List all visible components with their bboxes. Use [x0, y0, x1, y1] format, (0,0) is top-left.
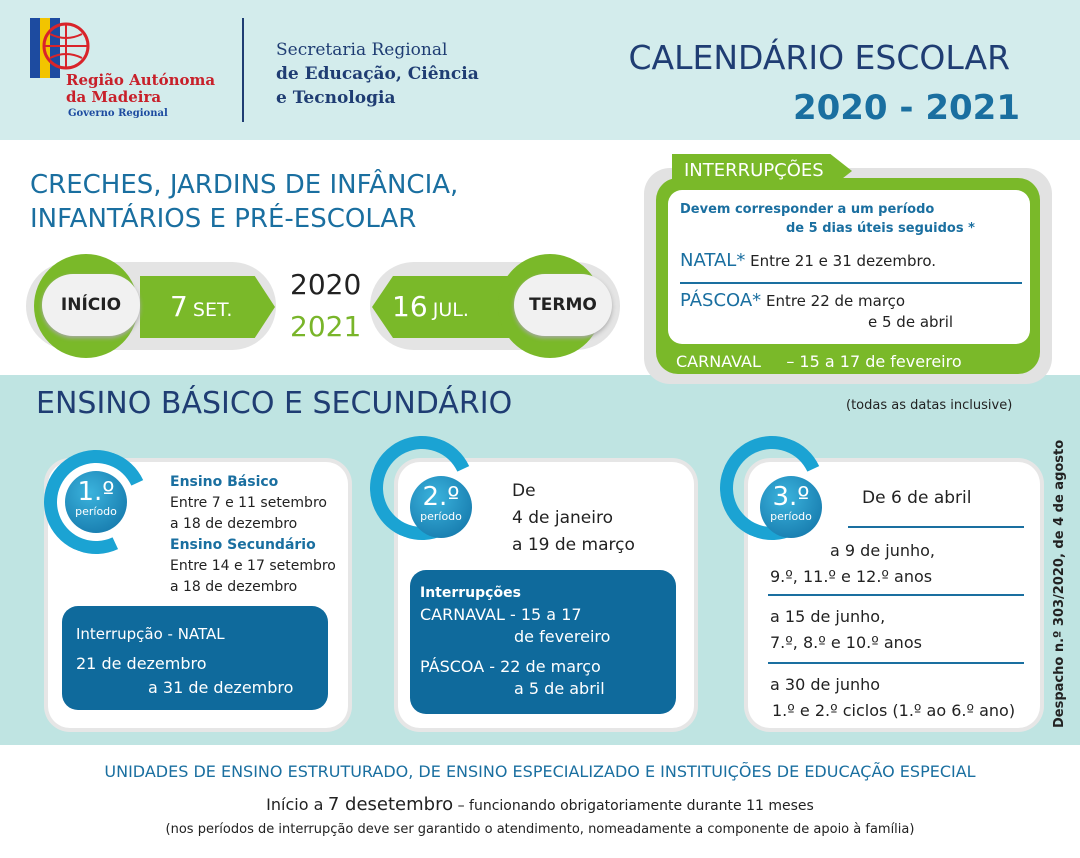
basic-title: ENSINO BÁSICO E SECUNDÁRIO: [36, 386, 513, 421]
carnaval-text: – 15 a 17 de fevereiro: [786, 352, 962, 371]
end-day: 16: [392, 290, 428, 323]
natal-label: NATAL*: [680, 250, 746, 271]
text: Entre 7 e 11 setembro: [170, 495, 327, 511]
header-band: [0, 0, 1080, 140]
group: Início a 7 desetembro – funcionando obri…: [0, 794, 1080, 815]
group: NATAL* Entre 21 e 31 dezembro.: [680, 250, 936, 271]
box-title: Interrupções: [420, 585, 521, 601]
period-box: Interrupção - NATAL 21 de dezembro a 31 …: [62, 606, 328, 710]
group: PÁSCOA* Entre 22 de março e 5 de abril: [680, 290, 953, 333]
year-end: 2021: [290, 310, 362, 343]
period-badge: 2.º período: [410, 476, 472, 538]
separator: [768, 662, 1024, 664]
start-label: INÍCIO: [42, 274, 140, 336]
start-arrow: [140, 276, 275, 338]
group: a 9 de junho, 9.º, 11.º e 12.º anos: [770, 538, 935, 590]
text: 7.º, 8.º e 10.º anos: [770, 633, 922, 652]
title: CALENDÁRIO ESCOLAR: [628, 38, 1010, 77]
group: 16 JUL.: [392, 290, 469, 323]
footer-text: setembro: [367, 794, 454, 815]
footer-note: (nos períodos de interrupção deve ser ga…: [165, 822, 915, 837]
secretaria: e Tecnologia: [276, 88, 396, 108]
box-text: 21 de dezembro: [76, 654, 207, 673]
box-text: a 5 de abril: [514, 679, 605, 698]
period-label: período: [770, 510, 812, 523]
box-text: CARNAVAL - 15 a 17: [420, 605, 582, 624]
box-text: de fevereiro: [514, 627, 611, 646]
footer-title: UNIDADES DE ENSINO ESTRUTURADO, DE ENSIN…: [104, 762, 976, 781]
footer-text: 7 de: [327, 794, 368, 815]
heading: Ensino Secundário: [170, 537, 316, 553]
text: De 6 de abril: [862, 488, 972, 508]
year: 2020 - 2021: [792, 88, 1020, 128]
footer-text: – funcionando obrigatoriamente durante 1…: [457, 798, 814, 814]
separator: [680, 282, 1022, 284]
separator: [848, 526, 1024, 528]
text: a 18 de dezembro: [170, 516, 298, 532]
text: 4 de janeiro: [512, 508, 613, 528]
end-arrow: [372, 276, 512, 338]
group: a 30 de junho 1.º e 2.º ciclos (1.º ao 6…: [770, 672, 1015, 724]
end-month: JUL.: [432, 299, 469, 321]
interrupt-note: de 5 dias úteis seguidos *: [786, 221, 975, 236]
logo-sub: Governo Regional: [68, 108, 168, 119]
logo-text: Região Autónoma: [66, 71, 216, 89]
interrupt-title: INTERRUPÇÕES: [672, 154, 852, 188]
text: a 15 de junho,: [770, 607, 886, 626]
pascoa-text: e 5 de abril: [868, 313, 954, 331]
text: De: [512, 481, 536, 501]
period-number: 1.º: [77, 477, 115, 507]
footer-text: Início a: [266, 795, 324, 814]
text: a 30 de junho: [770, 675, 881, 694]
period-badge: 1.º período: [65, 471, 127, 533]
group: Secretaria Regional de Educação, Ciência…: [276, 38, 479, 110]
text: 1.º e 2.º ciclos (1.º ao 6.º ano): [772, 701, 1016, 720]
start-month: SET.: [192, 299, 233, 321]
group: Ensino Básico Entre 7 e 11 setembro a 18…: [170, 472, 336, 598]
pascoa-label: PÁSCOA*: [680, 290, 762, 311]
text: 9.º, 11.º e 12.º anos: [770, 567, 933, 586]
interrupt-panel: [668, 190, 1030, 344]
secretaria: de Educação, Ciência: [276, 64, 479, 84]
end-label: TERMO: [514, 274, 612, 336]
logo-text: da Madeira: [66, 88, 162, 106]
carnaval-label: CARNAVAL: [676, 352, 761, 371]
box-text: PÁSCOA - 22 de março: [420, 657, 601, 676]
group: De 4 de janeiro a 19 de março: [512, 478, 635, 559]
start-day: 7: [170, 290, 188, 323]
group: CARNAVAL – 15 a 17 de fevereiro: [676, 352, 962, 371]
side-note: Despacho n.º 303/2020, de 4 de agosto: [1052, 439, 1067, 728]
separator: [768, 594, 1024, 596]
heading: Ensino Básico: [170, 474, 279, 490]
group: Devem corresponder a um período de 5 dia…: [680, 200, 980, 238]
preschool-title: INFANTÁRIOS E PRÉ-ESCOLAR: [30, 204, 417, 234]
period-box: Interrupções CARNAVAL - 15 a 17 de fever…: [410, 570, 676, 714]
pascoa-text: Entre 22 de março: [765, 292, 906, 310]
box-text: a 31 de dezembro: [148, 678, 294, 697]
period-label: período: [420, 510, 462, 523]
text: Entre 14 e 17 setembro: [170, 558, 336, 574]
preschool-title: CRECHES, JARDINS DE INFÂNCIA,: [30, 170, 459, 200]
basic-note: (todas as datas inclusive): [846, 398, 1013, 413]
period-number: 3.º: [772, 482, 810, 512]
logo-icon: [30, 18, 90, 78]
text: a 19 de março: [512, 535, 635, 555]
period-label: período: [75, 505, 117, 518]
period-badge: 3.º período: [760, 476, 822, 538]
text: a 18 de dezembro: [170, 579, 298, 595]
year-start: 2020: [290, 268, 362, 301]
group: Região Autónoma da Madeira: [66, 72, 215, 106]
text: a 9 de junho,: [830, 541, 935, 560]
group: CRECHES, JARDINS DE INFÂNCIA, INFANTÁRIO…: [30, 168, 458, 236]
group: 7 SET.: [170, 290, 232, 323]
secretaria: Secretaria Regional: [276, 40, 448, 60]
shape: [44, 24, 88, 68]
natal-text: Entre 21 e 31 dezembro.: [750, 252, 937, 270]
box-title: Interrupção - NATAL: [76, 625, 225, 643]
interrupt-note: Devem corresponder a um período: [680, 202, 935, 217]
group: a 15 de junho, 7.º, 8.º e 10.º anos: [770, 604, 922, 656]
period-number: 2.º: [422, 482, 460, 512]
divider: [242, 18, 244, 122]
